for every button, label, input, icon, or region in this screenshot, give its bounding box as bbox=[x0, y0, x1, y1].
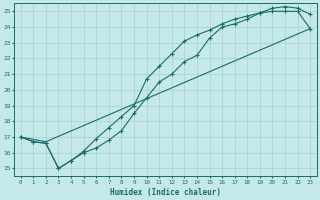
X-axis label: Humidex (Indice chaleur): Humidex (Indice chaleur) bbox=[110, 188, 221, 197]
